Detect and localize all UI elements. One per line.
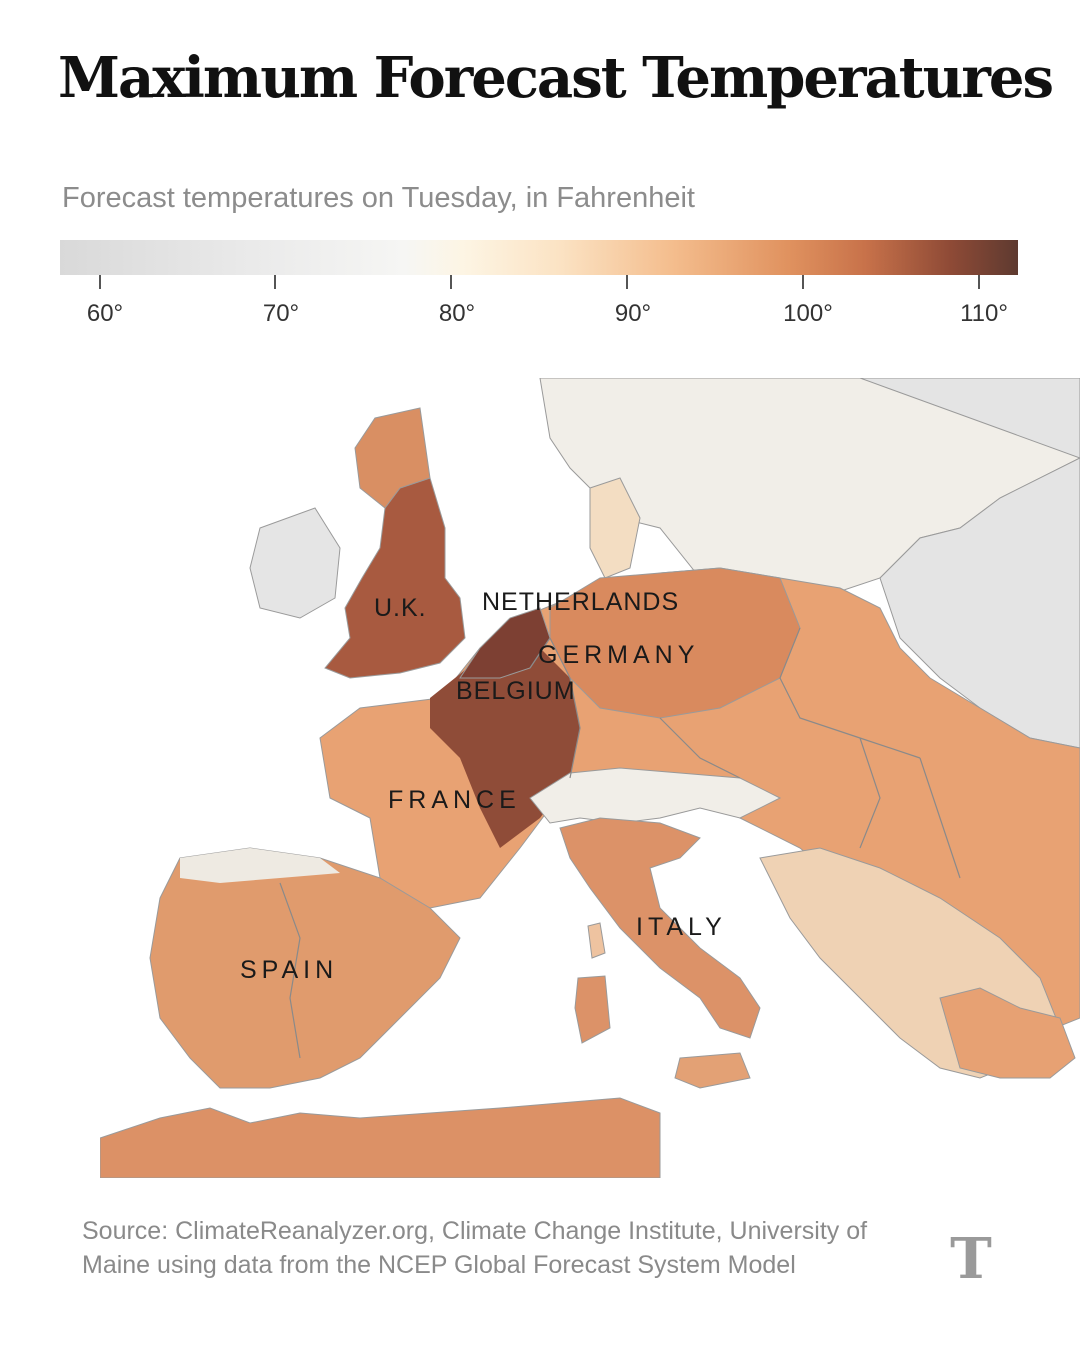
temperature-color-scale	[60, 240, 1018, 275]
legend-tick-label: 110°	[960, 300, 1008, 327]
land-ireland	[249, 507, 341, 619]
legend-tick	[978, 275, 980, 289]
land-alps	[529, 767, 782, 824]
land-sicily	[674, 1052, 751, 1089]
legend-tick-label: 90°	[614, 300, 652, 327]
legend-subtitle: Forecast temperatures on Tuesday, in Fah…	[62, 182, 695, 214]
legend-tick	[99, 275, 101, 289]
land-denmark	[589, 477, 641, 579]
svg-text:T: T	[950, 1228, 992, 1288]
map-label-belgium: BELGIUM	[456, 677, 576, 705]
land-greece	[939, 987, 1076, 1079]
map-label-france: FRANCE	[388, 786, 521, 814]
nyt-logo-icon: T	[950, 1228, 992, 1288]
page-title: Maximum Forecast Temperatures	[58, 45, 1054, 111]
europe-temperature-map	[100, 378, 1080, 1178]
land-sardinia	[574, 975, 611, 1044]
land-iberia-north	[180, 848, 340, 883]
legend-tick-label: 100°	[783, 300, 833, 327]
legend-tick	[802, 275, 804, 289]
legend-tick-label: 80°	[438, 300, 476, 327]
legend-tick-label: 70°	[262, 300, 300, 327]
map-label-netherlands: NETHERLANDS	[482, 588, 680, 616]
land-corsica	[587, 922, 606, 959]
map-label-spain: SPAIN	[240, 956, 339, 984]
legend-tick	[626, 275, 628, 289]
legend-tick-label: 60°	[86, 300, 124, 327]
land-north-africa	[100, 1097, 661, 1178]
country-borders	[279, 627, 961, 1059]
map-label-italy: ITALY	[636, 913, 727, 941]
land-benelux	[459, 607, 551, 679]
land-russia-east	[859, 378, 1080, 749]
land-italy	[559, 817, 761, 1039]
land-great-britain	[324, 477, 466, 679]
legend-tick	[450, 275, 452, 289]
land-scotland	[354, 407, 431, 509]
land-iberia	[149, 847, 461, 1089]
legend-tick	[274, 275, 276, 289]
map-label-uk: U.K.	[374, 594, 427, 622]
source-note: Source: ClimateReanalyzer.org, Climate C…	[82, 1217, 868, 1279]
map-label-germany: GERMANY	[538, 641, 700, 669]
